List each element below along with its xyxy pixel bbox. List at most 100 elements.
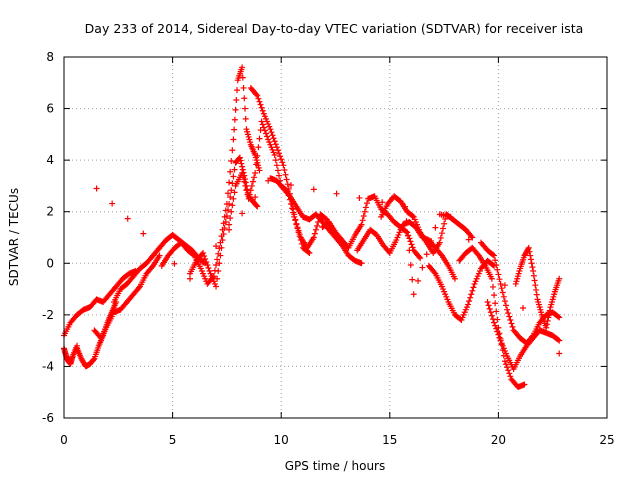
data-point: [544, 317, 551, 324]
data-point: [464, 301, 471, 308]
data-point: [214, 256, 221, 263]
data-point: [226, 221, 233, 228]
data-point: [314, 222, 321, 229]
data-point: [256, 98, 263, 105]
data-point: [312, 226, 319, 233]
data-point: [228, 208, 235, 215]
data-point: [409, 213, 416, 220]
data-point: [238, 160, 245, 167]
data-point: [217, 252, 224, 259]
data-point: [287, 182, 294, 189]
data-point: [233, 96, 240, 103]
data-point: [285, 185, 292, 192]
data-point: [291, 211, 298, 218]
data-point: [509, 323, 516, 330]
data-point: [545, 314, 552, 321]
series-sat-r: [512, 244, 563, 331]
data-point: [227, 194, 234, 201]
data-point: [226, 179, 233, 186]
data-point: [245, 195, 252, 202]
data-point: [270, 135, 277, 142]
data-point: [239, 210, 246, 217]
data-point: [278, 156, 285, 163]
y-axis-label: SDTVAR / TECUs: [7, 188, 21, 286]
data-point: [500, 293, 507, 300]
data-point: [310, 234, 317, 241]
data-point: [407, 238, 414, 245]
data-point: [501, 358, 508, 365]
data-point: [361, 208, 368, 215]
data-point: [504, 306, 511, 313]
data-point: [432, 224, 439, 231]
data-point: [530, 268, 537, 275]
data-point: [556, 350, 563, 357]
data-point: [501, 298, 508, 305]
data-point: [525, 244, 532, 251]
data-point: [494, 328, 501, 335]
data-points: [61, 64, 563, 391]
data-point: [294, 225, 301, 232]
data-point: [521, 381, 528, 388]
data-point: [468, 233, 475, 240]
data-point: [526, 248, 533, 255]
data-point: [310, 186, 317, 193]
data-point: [295, 229, 302, 236]
x-tick-label: 10: [274, 433, 289, 447]
data-point: [93, 185, 100, 192]
data-point: [272, 157, 279, 164]
data-point: [503, 302, 510, 309]
data-point: [248, 182, 255, 189]
data-point: [417, 255, 424, 262]
data-point: [256, 167, 263, 174]
data-point: [423, 251, 430, 258]
data-point: [257, 101, 264, 108]
data-point: [484, 298, 491, 305]
data-point: [497, 280, 504, 287]
data-point: [239, 74, 246, 81]
data-point: [262, 130, 269, 137]
data-point: [274, 167, 281, 174]
y-tick-label: 8: [46, 50, 54, 64]
data-point: [360, 213, 367, 220]
data-point: [305, 249, 312, 256]
data-point: [358, 260, 365, 267]
data-point: [213, 262, 220, 269]
data-point: [488, 312, 495, 319]
data-point: [186, 275, 193, 282]
series-sat-h: [226, 118, 337, 251]
data-point: [498, 285, 505, 292]
data-point: [284, 181, 291, 188]
data-point: [259, 107, 266, 114]
data-point: [269, 132, 276, 139]
data-point: [543, 324, 550, 331]
data-point: [234, 87, 241, 94]
data-point: [204, 262, 211, 269]
data-point: [486, 305, 493, 312]
data-point: [281, 167, 288, 174]
data-point: [546, 307, 553, 314]
data-point: [155, 245, 162, 252]
data-point: [253, 91, 260, 98]
data-point: [491, 292, 498, 299]
data-point: [253, 161, 260, 168]
data-point: [247, 187, 254, 194]
data-point: [135, 284, 142, 291]
data-point: [437, 234, 444, 241]
data-point: [403, 218, 410, 225]
data-point: [252, 170, 259, 177]
data-point: [493, 308, 500, 315]
data-point: [297, 237, 304, 244]
data-point: [496, 276, 503, 283]
data-point: [306, 249, 313, 256]
data-point: [403, 228, 410, 235]
data-point: [276, 172, 283, 179]
data-point: [254, 203, 261, 210]
data-point: [527, 252, 534, 259]
data-point: [213, 243, 220, 250]
data-point: [226, 200, 233, 207]
data-point: [255, 95, 262, 102]
data-point: [213, 283, 220, 290]
data-point: [451, 275, 458, 282]
data-point: [258, 104, 265, 111]
data-point: [556, 314, 563, 321]
